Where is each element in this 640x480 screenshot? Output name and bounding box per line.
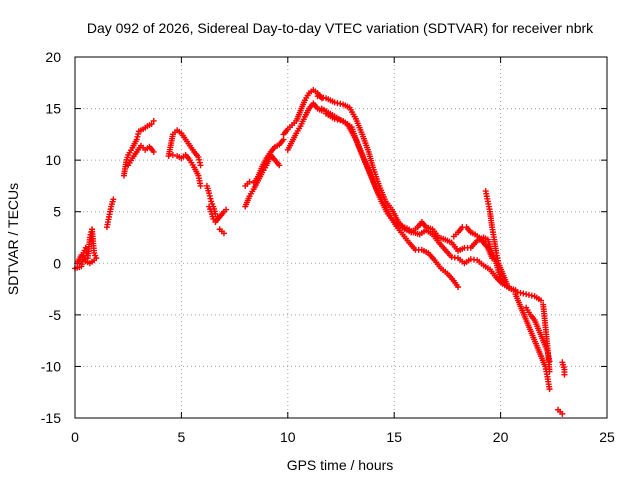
y-tick-label: 0: [53, 255, 61, 271]
y-tick-label: 15: [45, 101, 61, 117]
data-point: [280, 136, 287, 143]
data-point: [196, 156, 203, 163]
data-point: [197, 182, 204, 189]
data-point: [150, 148, 157, 155]
y-tick-label: -15: [41, 410, 61, 426]
plot-frame: [74, 56, 608, 419]
y-tick-label: -10: [41, 358, 61, 374]
x-tick-label: 15: [386, 429, 402, 445]
data-point: [135, 131, 142, 138]
axis-ticks: [74, 56, 608, 419]
grid: [75, 57, 607, 418]
data-point: [503, 280, 510, 287]
data-point: [197, 162, 204, 169]
data-point: [148, 121, 155, 128]
data-point: [110, 196, 117, 203]
data-point: [207, 195, 214, 202]
data-point: [150, 117, 157, 124]
data-point: [134, 133, 141, 140]
data-point: [206, 190, 213, 197]
data-point: [559, 410, 566, 417]
y-tick-labels: -15 -10 -5 0 5 10 15 20: [41, 49, 61, 426]
data-point: [169, 151, 176, 158]
data-point: [196, 159, 203, 166]
data-point: [546, 368, 553, 375]
data-point: [206, 192, 213, 199]
x-tick-label: 5: [178, 429, 186, 445]
data-point: [546, 386, 553, 393]
data-point: [91, 257, 98, 264]
data-point: [133, 136, 140, 143]
x-tick-label: 25: [599, 429, 615, 445]
data-point: [538, 297, 545, 304]
data-point: [276, 162, 283, 169]
y-axis-label: SDTVAR / TECUs: [5, 183, 21, 295]
chart-title: Day 092 of 2026, Sidereal Day-to-day VTE…: [87, 20, 594, 36]
y-tick-label: 10: [45, 152, 61, 168]
data-point: [489, 255, 496, 262]
x-tick-label: 0: [71, 429, 79, 445]
data-point: [220, 230, 227, 237]
data-point: [455, 284, 462, 291]
y-tick-label: 5: [53, 204, 61, 220]
x-axis-label: GPS time / hours: [287, 457, 394, 473]
data-points: [72, 87, 568, 417]
data-point: [246, 178, 253, 185]
x-tick-labels: 0 5 10 15 20 25: [71, 429, 615, 445]
data-point: [223, 206, 230, 213]
y-tick-label: 20: [45, 49, 61, 65]
data-point: [195, 154, 202, 161]
x-tick-label: 20: [493, 429, 509, 445]
data-point: [561, 371, 568, 378]
data-point: [86, 234, 93, 241]
x-tick-label: 10: [280, 429, 296, 445]
y-tick-label: -5: [49, 307, 62, 323]
